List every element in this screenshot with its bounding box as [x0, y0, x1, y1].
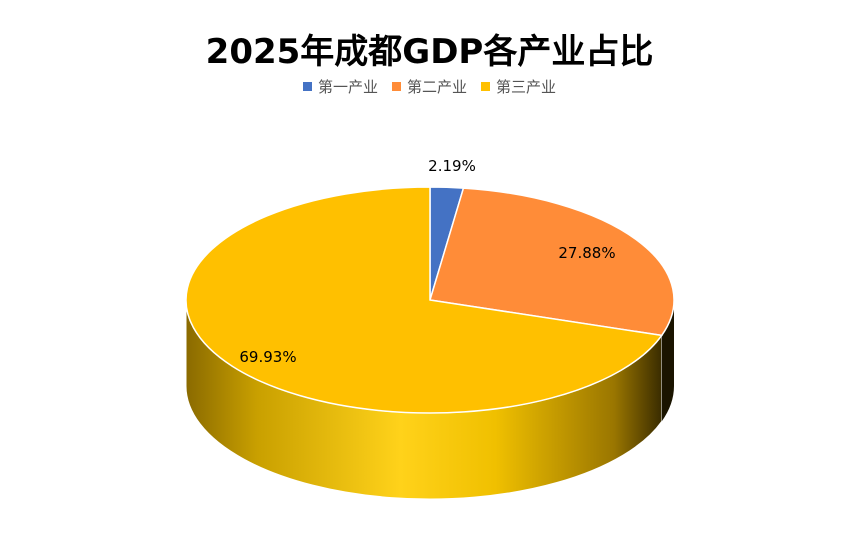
pie-slice-tertiary	[185, 186, 664, 414]
legend-swatch-tertiary	[481, 82, 490, 91]
pie-slice-secondary	[429, 187, 675, 337]
legend-label-primary: 第一产业	[317, 78, 378, 96]
data-label-tertiary: 69.93%	[239, 348, 296, 366]
pie-top-layer	[185, 186, 675, 414]
legend-label-tertiary: 第三产业	[496, 78, 557, 96]
legend-swatch-primary	[302, 82, 312, 91]
legend-item-secondary: 第二产业	[391, 76, 467, 97]
pie-side-shadow	[661, 300, 674, 422]
legend-swatch-secondary	[391, 82, 401, 91]
chart-title: 2025年成都GDP各产业占比	[205, 32, 654, 72]
data-label-secondary: 27.88%	[558, 244, 615, 262]
data-label-primary: 2.19%	[428, 157, 476, 175]
pie-side-layer	[185, 299, 675, 500]
pie-label-layer: 2.19% 27.88% 69.93%	[239, 157, 615, 366]
legend-item-tertiary: 第三产业	[481, 76, 556, 97]
legend-item-primary: 第一产业	[302, 76, 378, 97]
legend: 第一产业 第二产业 第三产业	[0, 76, 859, 97]
legend-label-secondary: 第二产业	[406, 78, 467, 96]
